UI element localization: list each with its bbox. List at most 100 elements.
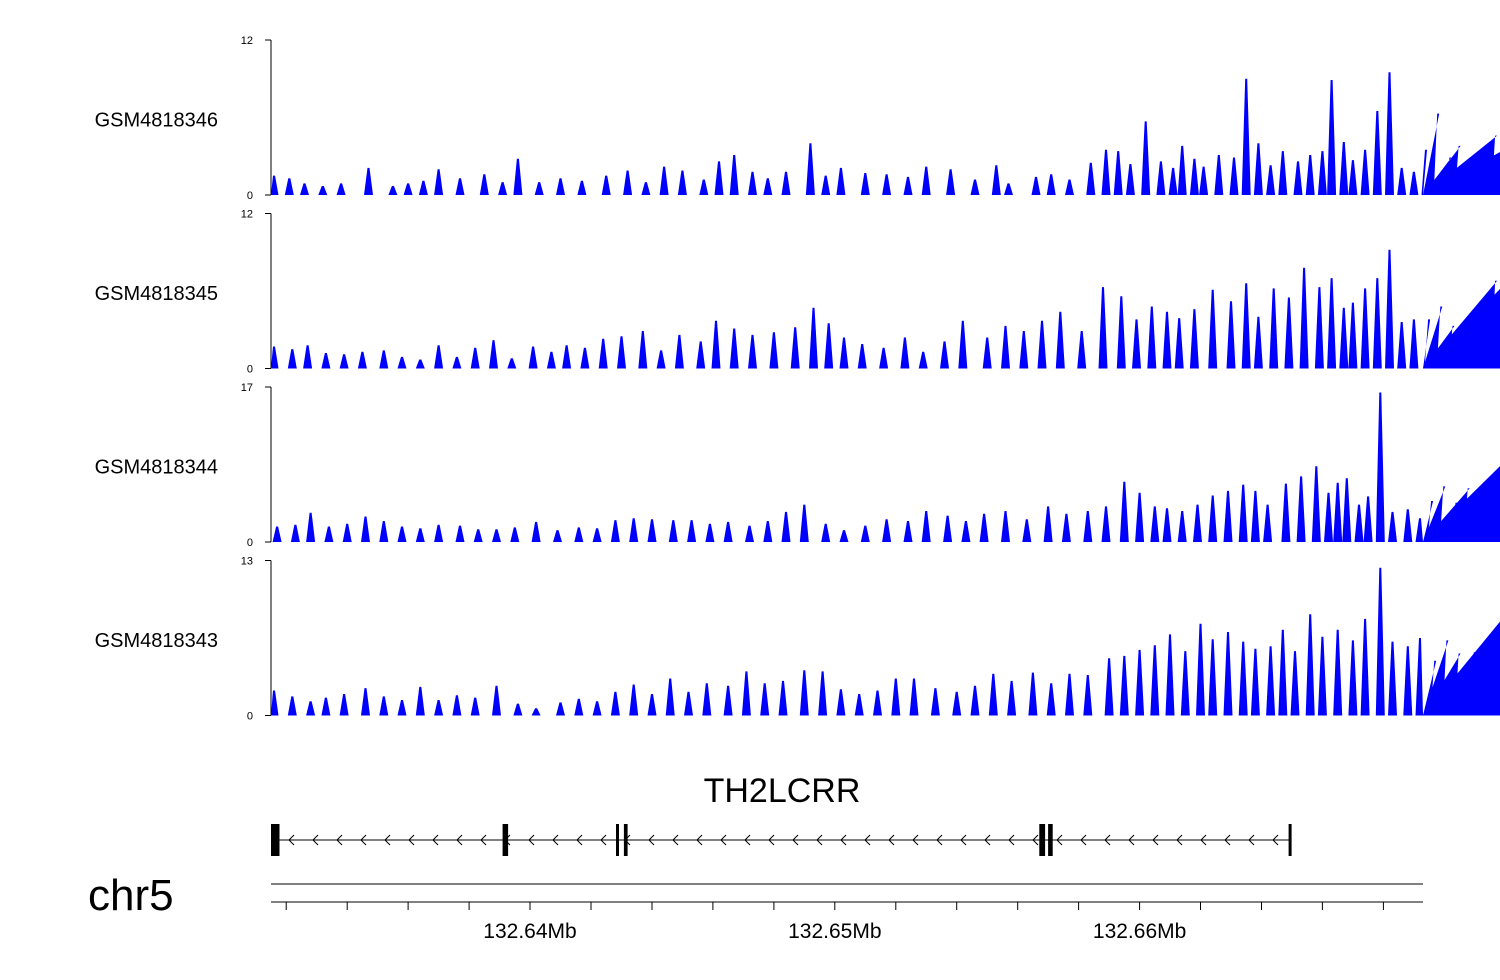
coverage-peak bbox=[1037, 320, 1047, 369]
strand-arrow bbox=[792, 834, 799, 846]
coverage-peak bbox=[1266, 165, 1276, 195]
coverage-peak bbox=[1135, 492, 1145, 542]
coverage-peak bbox=[836, 167, 846, 195]
coverage-peak bbox=[1065, 179, 1074, 195]
coverage-peak bbox=[1007, 680, 1017, 716]
coverage-peak bbox=[1266, 646, 1276, 716]
gene-annotation-track: TH2LCRR bbox=[271, 772, 1292, 856]
coverage-peak bbox=[629, 518, 639, 542]
strand-arrow bbox=[816, 834, 823, 846]
strand-arrow bbox=[1152, 834, 1159, 846]
coverage-peak bbox=[900, 337, 910, 369]
strand-arrow bbox=[912, 834, 919, 846]
coverage-peak bbox=[1001, 511, 1010, 542]
coverage-peak bbox=[531, 708, 541, 716]
gene-exon bbox=[502, 824, 509, 856]
coverage-peak bbox=[562, 345, 572, 369]
coverage-peak bbox=[723, 685, 733, 716]
coverage-peak bbox=[1004, 183, 1013, 195]
coverage-peak bbox=[1360, 288, 1370, 369]
coverage-peak bbox=[321, 353, 331, 369]
coverage-peak bbox=[882, 519, 892, 542]
strand-arrow bbox=[1272, 834, 1279, 846]
coverage-peak bbox=[1250, 490, 1260, 542]
coverage-peak bbox=[854, 694, 864, 716]
coverage-peak bbox=[388, 186, 398, 195]
gene-exon bbox=[623, 824, 628, 856]
coverage-peak bbox=[723, 521, 733, 542]
coverage-peak bbox=[857, 344, 867, 369]
coverage-peak bbox=[1342, 478, 1352, 542]
coverage-peak bbox=[1046, 683, 1056, 716]
coverage-peak bbox=[909, 678, 919, 716]
coverage-peak bbox=[1180, 651, 1190, 716]
coverage-peak bbox=[839, 530, 849, 542]
coverage-peak bbox=[687, 520, 697, 542]
strand-arrow bbox=[888, 834, 895, 846]
strand-arrow bbox=[312, 834, 319, 846]
coverage-peak bbox=[1278, 629, 1288, 716]
genome-axis-track: chr5 132.64Mb 132.65Mb 132.66Mb bbox=[88, 871, 1423, 943]
y-tick-label-max: 17 bbox=[241, 382, 253, 394]
strand-arrow bbox=[696, 834, 703, 846]
coverage-peak bbox=[1348, 640, 1358, 716]
y-tick-label-min: 0 bbox=[247, 537, 253, 549]
y-tick-label-min: 0 bbox=[247, 711, 253, 723]
coverage-peak bbox=[1250, 648, 1260, 716]
coverage-peak bbox=[1375, 392, 1385, 542]
coverage-peak bbox=[778, 680, 788, 716]
coverage-peak bbox=[528, 346, 538, 369]
coverage-peak bbox=[1388, 511, 1397, 542]
coverage-peak bbox=[556, 178, 565, 195]
coverage-peak bbox=[1423, 501, 1434, 542]
coverage-peak bbox=[1238, 484, 1248, 542]
coverage-peak bbox=[415, 686, 425, 716]
coverage-peak bbox=[507, 358, 517, 369]
coverage-peak bbox=[711, 320, 721, 369]
coverage-peak bbox=[403, 183, 413, 195]
coverage-peak bbox=[272, 526, 282, 542]
coverage-peak bbox=[1150, 506, 1160, 542]
coverage-peak bbox=[553, 530, 562, 542]
coverage-peak bbox=[1348, 302, 1358, 369]
coverage-peak bbox=[991, 165, 1001, 195]
coverage-peak bbox=[769, 332, 779, 369]
coverage-peak bbox=[1061, 513, 1071, 542]
coverage-peak bbox=[714, 161, 724, 195]
coverage-peak bbox=[860, 173, 870, 195]
track-label: GSM4818346 bbox=[95, 110, 218, 132]
coverage-peak bbox=[574, 527, 584, 542]
coverage-peak bbox=[1116, 296, 1126, 369]
coverage-peak bbox=[1098, 287, 1108, 369]
coverage-peak bbox=[1385, 249, 1394, 369]
coverage-peak bbox=[1263, 504, 1273, 542]
x-tick-label: 132.66Mb bbox=[1093, 920, 1186, 943]
coverage-peak bbox=[1423, 289, 1500, 369]
coverage-peak bbox=[824, 323, 834, 369]
x-tick-label: 132.65Mb bbox=[788, 920, 881, 943]
coverage-peak bbox=[1269, 288, 1279, 369]
coverage-peak bbox=[921, 511, 931, 542]
strand-arrow bbox=[1056, 834, 1063, 846]
coverage-peak bbox=[284, 178, 294, 195]
coverage-peak bbox=[748, 334, 757, 369]
coverage-peak bbox=[1403, 509, 1413, 542]
coverage-peak bbox=[479, 174, 489, 195]
track-GSM4818344: GSM4818344 17 0 bbox=[95, 382, 1500, 549]
coverage-peak bbox=[1253, 143, 1263, 195]
coverage-peak bbox=[342, 523, 352, 542]
coverage-peak bbox=[498, 182, 508, 195]
coverage-peak bbox=[799, 504, 809, 542]
strand-arrow bbox=[480, 834, 487, 846]
coverage-peak bbox=[1324, 492, 1333, 542]
coverage-peak bbox=[271, 175, 279, 195]
coverage-peak bbox=[1388, 641, 1397, 716]
gene-name: TH2LCRR bbox=[704, 772, 861, 810]
coverage-peak bbox=[1327, 80, 1337, 195]
coverage-peak bbox=[903, 521, 913, 542]
coverage-peak bbox=[324, 526, 334, 542]
coverage-peak bbox=[1421, 149, 1427, 195]
coverage-peak bbox=[882, 174, 892, 195]
coverage-peak bbox=[574, 698, 584, 716]
coverage-peak bbox=[1135, 649, 1145, 716]
